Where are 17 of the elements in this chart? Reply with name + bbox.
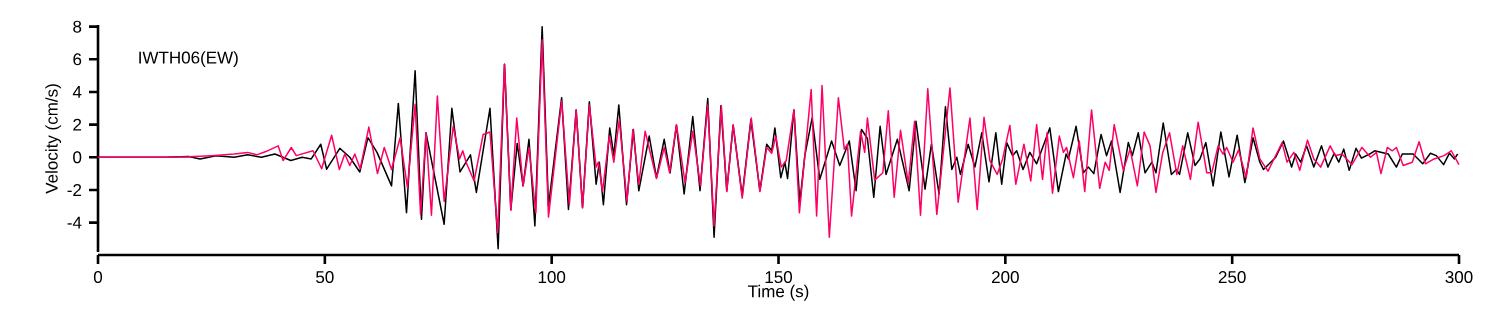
x-tick-label: 200 — [992, 271, 1019, 284]
x-tick-label: 0 — [93, 271, 103, 284]
y-axis-title: Velocity (cm/s) — [45, 84, 62, 194]
annotation: IWTH06(EW) — [139, 51, 238, 67]
y-tick-label: 4 — [72, 86, 82, 98]
y-tick-label: 2 — [73, 118, 82, 131]
x-tick-label: 250 — [1218, 271, 1246, 284]
x-tick-label: 100 — [538, 271, 566, 284]
x-tick-label: 150 — [765, 271, 793, 284]
y-tick-label: 0 — [73, 151, 82, 164]
x-axis-title: Time (s) — [748, 284, 809, 301]
y-tick-label: 8 — [73, 20, 82, 33]
y-tick-label: 6 — [73, 53, 82, 66]
x-tick-label: 300 — [1445, 271, 1473, 284]
y-tick-label: -2 — [67, 184, 82, 196]
y-tick-label: -4 — [67, 216, 82, 229]
x-tick-label: 50 — [316, 271, 334, 284]
